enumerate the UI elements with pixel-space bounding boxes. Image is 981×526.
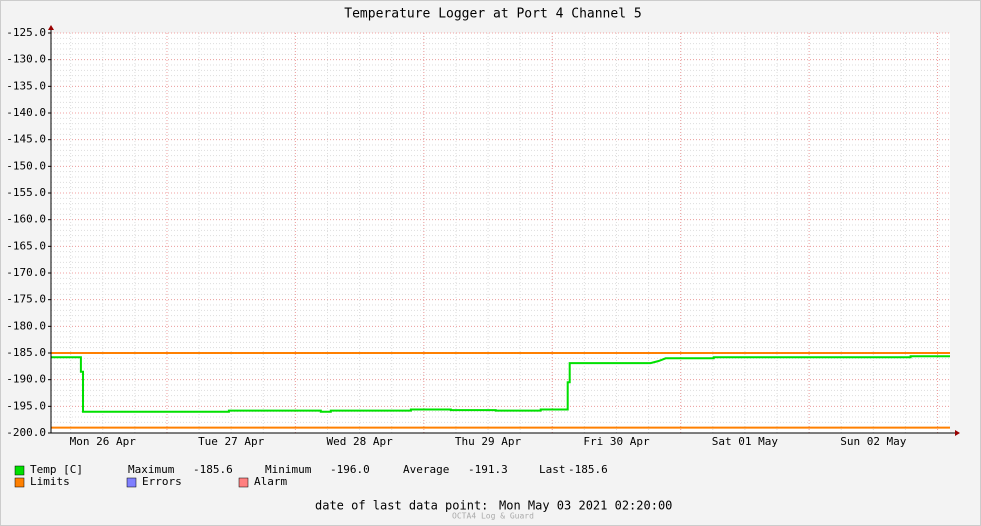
grid [51, 32, 950, 434]
footer-date: Mon May 03 2021 02:20:00 [499, 499, 672, 513]
stat-value: -191.3 [468, 463, 508, 476]
y-tick-label: -185.0 [6, 346, 46, 359]
stat-value: -185.6 [568, 463, 608, 476]
y-tick-label: -170.0 [6, 266, 46, 279]
y-tick-label: -145.0 [6, 133, 46, 146]
y-tick-label: -135.0 [6, 79, 46, 92]
y-tick-label: -155.0 [6, 186, 46, 199]
x-tick-label: Thu 29 Apr [455, 435, 522, 448]
y-tick-label: -190.0 [6, 373, 46, 386]
marks [51, 352, 950, 429]
legend-label: Errors [142, 475, 182, 488]
y-tick-label: -195.0 [6, 399, 46, 412]
x-tick-label: Wed 28 Apr [326, 435, 393, 448]
y-tick-label: -130.0 [6, 53, 46, 66]
y-tick-label: -180.0 [6, 319, 46, 332]
stat-value: -196.0 [330, 463, 370, 476]
x-arrow [955, 430, 960, 436]
stat-name: Minimum [265, 463, 312, 476]
legend-swatch [14, 477, 25, 488]
stat-name: Maximum [128, 463, 175, 476]
y-tick-label: -140.0 [6, 106, 46, 119]
x-tick-label: Mon 26 Apr [70, 435, 137, 448]
series-line [51, 355, 950, 413]
y-tick-label: -150.0 [6, 159, 46, 172]
stat-name: Average [403, 463, 449, 476]
chart-title: Temperature Logger at Port 4 Channel 5 [344, 7, 641, 22]
y-tick-label: -200.0 [6, 426, 46, 439]
stat-value: -185.6 [193, 463, 233, 476]
y-tick-label: -125.0 [6, 26, 46, 39]
x-tick-label: Tue 27 Apr [198, 435, 265, 448]
legend-label: Limits [30, 475, 70, 488]
legend-label: Alarm [254, 475, 287, 488]
y-tick-label: -160.0 [6, 213, 46, 226]
y-tick-label: -165.0 [6, 239, 46, 252]
legend-swatch [14, 465, 25, 476]
x-tick-label: Fri 30 Apr [583, 435, 650, 448]
legend-swatch [238, 477, 249, 488]
plot-area [51, 33, 950, 433]
footer-label: date of last data point: [315, 499, 488, 513]
x-tick-label: Sun 02 May [840, 435, 907, 448]
y-tick-label: -175.0 [6, 293, 46, 306]
x-tick-label: Sat 01 May [712, 435, 779, 448]
legend-label: Temp [C] [30, 463, 83, 476]
watermark: OCTA4 Log & Guard [452, 512, 534, 521]
y-arrow [48, 25, 54, 30]
stat-name: Last [539, 463, 566, 476]
legend-swatch [126, 477, 137, 488]
